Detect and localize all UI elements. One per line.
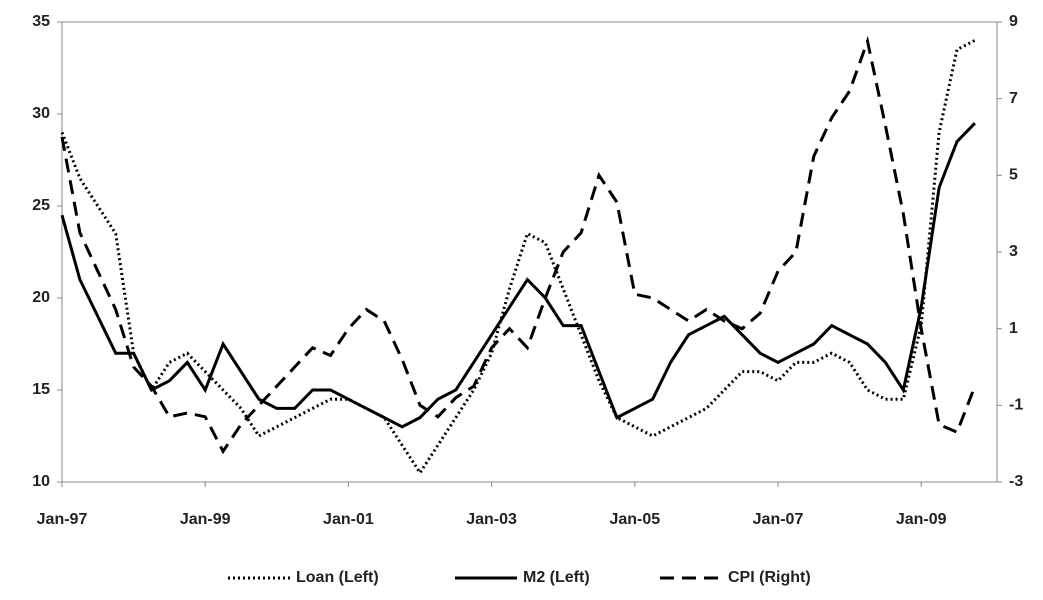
y-tick-label: 20	[32, 289, 50, 306]
x-tick-label: Jan-01	[323, 511, 374, 528]
x-tick-label: Jan-09	[896, 511, 947, 528]
series-line	[60, 39, 976, 476]
y2-tick-label: -3	[1009, 473, 1023, 490]
legend-label: M2 (Left)	[523, 569, 590, 586]
y-tick-label: 25	[32, 197, 50, 214]
legend-label: CPI (Right)	[728, 569, 811, 586]
series-line	[60, 35, 977, 455]
y2-tick-label: 3	[1009, 243, 1018, 260]
series-line	[60, 122, 976, 429]
x-tick-label: Jan-97	[37, 511, 88, 528]
x-tick-label: Jan-05	[609, 511, 660, 528]
y2-tick-label: 9	[1009, 13, 1018, 30]
y2-tick-label: 1	[1009, 320, 1018, 337]
x-tick-label: Jan-99	[180, 511, 231, 528]
legend-label: Loan (Left)	[296, 569, 379, 586]
y2-tick-label: 5	[1009, 167, 1018, 184]
y-tick-label: 35	[32, 13, 50, 30]
y-tick-label: 15	[32, 381, 50, 398]
x-tick-label: Jan-03	[466, 511, 517, 528]
x-tick-label: Jan-07	[753, 511, 804, 528]
y2-tick-label: -1	[1009, 397, 1023, 414]
y-tick-label: 10	[32, 473, 50, 490]
y-tick-label: 30	[32, 105, 50, 122]
y2-tick-label: 7	[1009, 90, 1018, 107]
